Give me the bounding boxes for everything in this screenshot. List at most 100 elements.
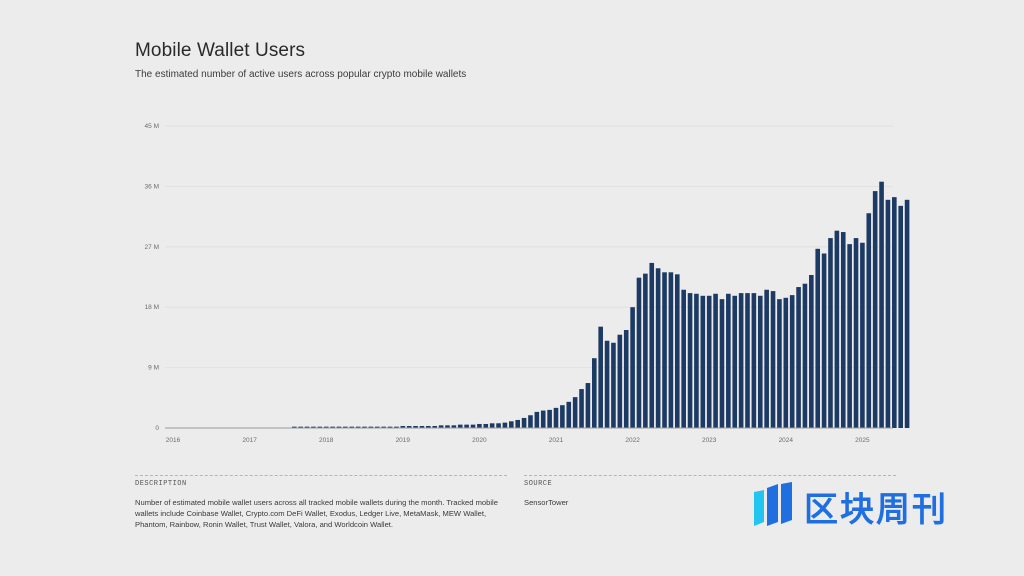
bar [426,425,431,428]
bar [592,358,597,428]
bar [432,425,438,428]
bar [311,426,316,428]
bar [834,230,840,428]
bar [540,410,546,428]
x-tick-label: 2018 [319,437,334,444]
x-tick-label: 2021 [549,437,564,444]
bar [330,426,335,428]
bar [745,293,750,428]
bar [323,426,329,428]
bar [751,293,757,428]
bar [866,213,872,428]
bar [904,199,910,428]
y-tick-label: 36 M [145,183,159,190]
bar [604,340,610,428]
y-axis-ticks: 0 9 M 18 M 27 M 36 M 45 M [145,123,160,432]
bar [706,295,712,428]
bar [630,307,635,428]
chart-title: Mobile Wallet Users [135,40,306,61]
x-tick-label: 2020 [472,437,487,444]
bar [598,326,603,428]
bar [700,295,706,428]
source-text: SensorTower [524,498,569,507]
bar [477,423,482,428]
bars [291,181,910,428]
bar [860,242,865,428]
bar [847,244,852,428]
bar [387,426,393,428]
bar [547,409,552,428]
bar [336,426,342,428]
x-axis-ticks: 2016 2017 2018 2019 2020 2021 2022 2023 2024 2025 [166,437,870,444]
bar [374,426,380,428]
source-divider [524,475,896,476]
bar [368,426,374,428]
bar [349,426,355,428]
bar [534,411,540,428]
x-tick-label: 2024 [779,437,794,444]
bar [515,419,520,428]
chart-subtitle: The estimated number of active users acr… [135,69,467,80]
bar [815,248,821,428]
bar [579,389,584,428]
bar [317,426,323,428]
bar [355,426,361,428]
bar [872,191,878,428]
bar [770,291,776,428]
bar [451,425,457,428]
bar [343,426,348,428]
bar [611,342,616,428]
bar [674,274,680,428]
bar [419,425,425,428]
bar [528,415,533,428]
bar [777,299,782,428]
bar [879,181,884,428]
y-tick-label: 9 M [148,365,159,372]
y-tick-label: 45 M [145,123,159,130]
x-tick-label: 2016 [166,437,181,444]
bar [617,334,623,428]
description-heading: DESCRIPTION [135,480,187,488]
bar [783,297,789,428]
bar [509,421,514,428]
bar [732,295,738,428]
bar [585,383,591,428]
bar [809,274,814,428]
grid-lines [165,125,893,369]
bar [694,293,699,428]
bar [655,268,661,428]
bar [713,293,718,428]
bar [789,295,795,428]
bar [457,424,463,428]
bar [413,425,418,428]
bar [796,287,801,428]
bar [828,238,833,428]
bar-chart: 0 9 M 18 M 27 M 36 M 45 M 2016 2017 2018 2019 202… [145,123,910,444]
bar [553,407,559,428]
bar [400,425,406,428]
y-tick-label: 27 M [145,244,159,251]
bar [649,262,655,428]
bar [668,272,674,428]
bar [687,293,693,428]
bar [853,238,859,428]
x-tick-label: 2025 [855,437,870,444]
y-tick-label: 0 [155,425,159,432]
bar [572,397,578,428]
bar-logo-icon [754,482,792,526]
bar [489,423,495,428]
bar [662,272,667,428]
bar [298,426,303,428]
bar [726,293,731,428]
x-tick-label: 2023 [702,437,717,444]
bar [636,277,642,428]
description-divider [135,475,507,476]
description-text: Number of estimated mobile wallet users … [135,498,498,529]
bar [560,405,565,428]
source-heading: SOURCE [524,480,553,488]
bar [764,289,769,428]
x-tick-label: 2017 [242,437,257,444]
bar [885,199,891,428]
watermark-text: 区块周刊 [804,489,948,530]
bar [483,423,489,428]
